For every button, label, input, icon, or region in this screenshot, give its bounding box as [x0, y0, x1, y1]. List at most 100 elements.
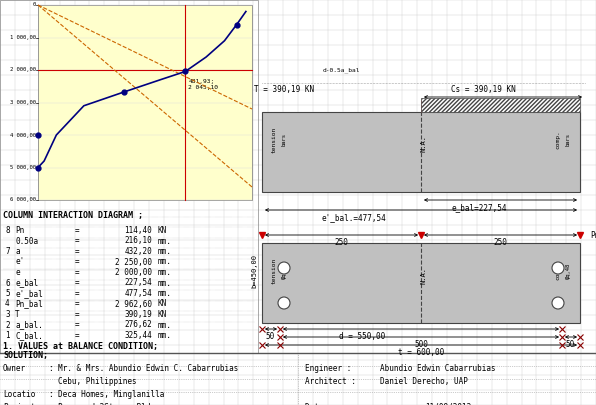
Text: =: =: [75, 258, 80, 266]
Text: t = 600,00: t = 600,00: [398, 348, 444, 357]
Text: a_bal.: a_bal.: [15, 320, 43, 330]
Text: Cs = 390,19 KN: Cs = 390,19 KN: [451, 85, 516, 94]
Text: T = 390,19 KN: T = 390,19 KN: [254, 85, 314, 94]
Text: comp.: comp.: [555, 131, 560, 149]
Text: 500: 500: [414, 340, 428, 349]
Text: e_bal: e_bal: [15, 279, 38, 288]
Text: mm.: mm.: [158, 289, 172, 298]
Text: mm.: mm.: [158, 258, 172, 266]
Text: 114,40: 114,40: [124, 226, 152, 235]
Text: 5 000,00: 5 000,00: [10, 165, 36, 170]
Text: 4 000,00: 4 000,00: [10, 132, 36, 138]
Text: Owner: Owner: [3, 364, 26, 373]
Text: 8: 8: [5, 226, 10, 235]
Text: 432,20: 432,20: [124, 247, 152, 256]
Text: Pn_bal: Pn_bal: [590, 230, 596, 239]
Text: 216,10: 216,10: [124, 237, 152, 245]
Text: φq,48: φq,48: [566, 263, 570, 279]
Text: =: =: [75, 331, 80, 340]
Text: N.A.: N.A.: [421, 266, 427, 284]
Bar: [421, 98, 580, 112]
Text: COLUMN INTERACTION DIAGRAM ;: COLUMN INTERACTION DIAGRAM ;: [3, 211, 143, 220]
Text: Cebu, Philippines: Cebu, Philippines: [58, 377, 136, 386]
Text: tension: tension: [272, 127, 277, 153]
Text: 390,19: 390,19: [124, 310, 152, 319]
Text: 325,44: 325,44: [124, 331, 152, 340]
Text: =: =: [75, 310, 80, 319]
Text: 250: 250: [334, 238, 348, 247]
Text: 1: 1: [5, 331, 10, 340]
Text: mm.: mm.: [158, 320, 172, 330]
Text: :: :: [48, 390, 52, 399]
Text: 0.50a: 0.50a: [15, 237, 38, 245]
Text: 5: 5: [5, 289, 10, 298]
Text: tension: tension: [272, 258, 277, 284]
Text: b=450,00: b=450,00: [251, 254, 257, 288]
Text: 1 000,00: 1 000,00: [10, 35, 36, 40]
Text: bars: bars: [281, 134, 287, 147]
Bar: [0, 0, 258, 353]
Circle shape: [552, 297, 564, 309]
Text: 3 000,00: 3 000,00: [10, 100, 36, 105]
Text: :: :: [48, 364, 52, 373]
Text: SOLUTION;: SOLUTION;: [3, 351, 48, 360]
Text: KN: KN: [158, 310, 167, 319]
Text: mm.: mm.: [158, 331, 172, 340]
Text: 2 000,00: 2 000,00: [10, 68, 36, 72]
Text: mm.: mm.: [158, 268, 172, 277]
Text: 6 000,00: 6 000,00: [10, 198, 36, 202]
Text: 2 250,00: 2 250,00: [115, 258, 152, 266]
Text: =: =: [75, 279, 80, 288]
Text: Mr. & Mrs. Abundio Edwin C. Cabarrubias: Mr. & Mrs. Abundio Edwin C. Cabarrubias: [58, 364, 238, 373]
Text: 2 962,60: 2 962,60: [115, 300, 152, 309]
Text: Proposed 2Storey Bldg.: Proposed 2Storey Bldg.: [58, 403, 160, 405]
Text: 481,93;
2 045,10: 481,93; 2 045,10: [188, 79, 218, 90]
Text: 250: 250: [493, 238, 507, 247]
Text: 50: 50: [265, 332, 274, 341]
Text: Pn_bal: Pn_bal: [15, 300, 43, 309]
Text: 6: 6: [5, 279, 10, 288]
Text: 7: 7: [5, 247, 10, 256]
Text: =: =: [75, 320, 80, 330]
Text: d = 550,00: d = 550,00: [339, 332, 385, 341]
Circle shape: [552, 262, 564, 274]
Text: =: =: [75, 247, 80, 256]
Text: 2: 2: [5, 320, 10, 330]
Text: 276,62: 276,62: [124, 320, 152, 330]
Text: =: =: [75, 237, 80, 245]
Text: KN: KN: [158, 226, 167, 235]
Text: Architect :: Architect :: [305, 377, 356, 386]
Text: a: a: [15, 247, 20, 256]
Text: Date :: Date :: [305, 403, 333, 405]
Text: e = 2000,00: e = 2000,00: [481, 100, 532, 109]
Text: Engineer :: Engineer :: [305, 364, 351, 373]
Text: =: =: [75, 300, 80, 309]
Text: φq,48: φq,48: [281, 263, 287, 279]
Text: d-0.5a_bal: d-0.5a_bal: [322, 67, 360, 72]
Text: 3: 3: [5, 310, 10, 319]
Text: :: :: [48, 403, 52, 405]
Text: e_bal=227,54: e_bal=227,54: [451, 203, 507, 212]
Text: e': e': [15, 258, 24, 266]
Text: Project: Project: [3, 403, 35, 405]
Bar: [262, 112, 580, 192]
Text: =: =: [75, 268, 80, 277]
Text: T: T: [15, 310, 20, 319]
Text: 50: 50: [566, 340, 575, 349]
Text: 11/09/2012: 11/09/2012: [425, 403, 471, 405]
Text: Locatio: Locatio: [3, 390, 35, 399]
Text: e'_bal.=477,54: e'_bal.=477,54: [322, 213, 387, 222]
Text: 2 000,00: 2 000,00: [115, 268, 152, 277]
Bar: [38, 5, 252, 200]
Text: comp.: comp.: [555, 262, 560, 280]
Text: e: e: [15, 268, 20, 277]
Circle shape: [278, 262, 290, 274]
Text: 1. VALUES at BALANCE CONDITION;: 1. VALUES at BALANCE CONDITION;: [3, 342, 158, 351]
Text: mm.: mm.: [158, 247, 172, 256]
Text: 0: 0: [33, 2, 36, 8]
Text: mm.: mm.: [158, 237, 172, 245]
Bar: [262, 243, 580, 323]
Text: =: =: [75, 226, 80, 235]
Text: KN: KN: [158, 300, 167, 309]
Text: 4: 4: [5, 300, 10, 309]
